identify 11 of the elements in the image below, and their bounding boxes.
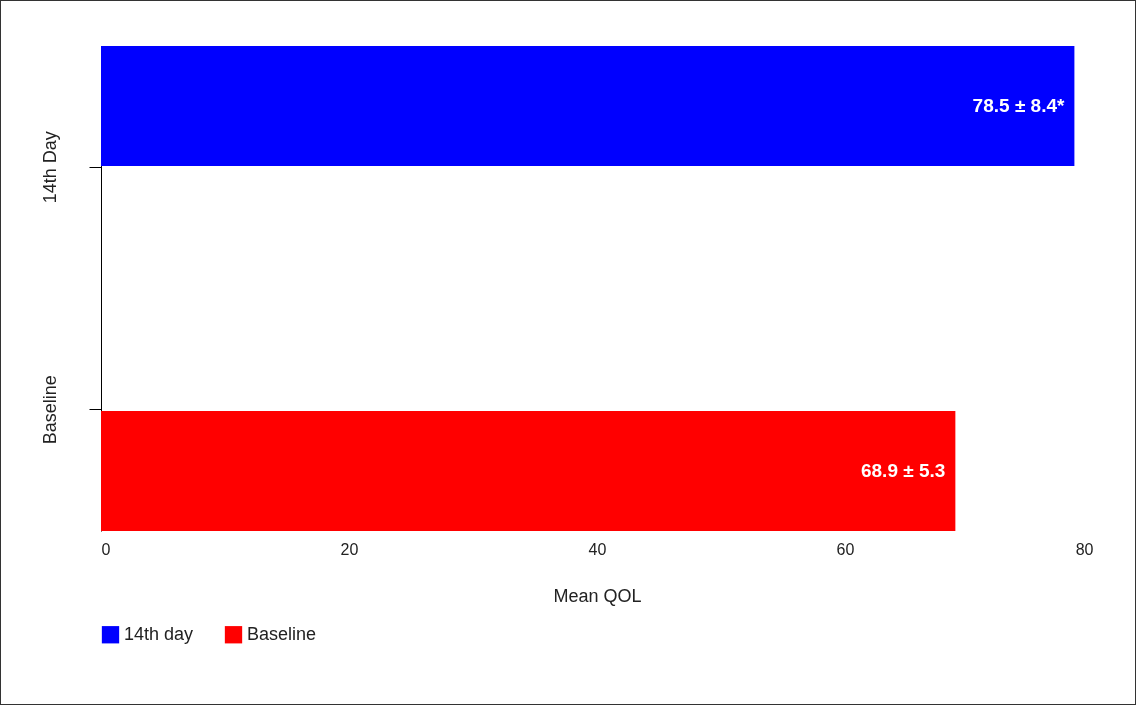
legend-label: 14th day [124,623,194,644]
x-tick-label: 20 [340,540,359,558]
data-label: 68.9 ± 5.3 [860,459,946,481]
y-tick-label: 14th Day [39,131,60,204]
x-tick-label: 0 [101,540,111,558]
x-tick-label: 40 [588,540,607,558]
x-tick-label: 80 [1075,540,1094,558]
legend-label: Baseline [247,623,317,644]
data-label: 78.5 ± 8.4* [972,95,1065,117]
x-tick-label: 60 [836,540,855,558]
x-axis-title: Mean QOL [553,585,642,606]
